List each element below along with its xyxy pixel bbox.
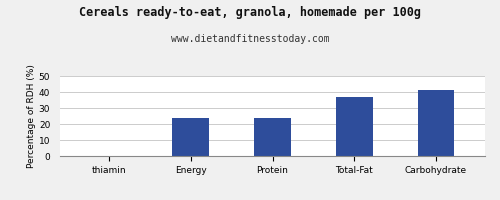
Bar	[254, 118, 291, 156]
Y-axis label: Percentage of RDH (%): Percentage of RDH (%)	[27, 64, 36, 168]
Bar	[172, 118, 209, 156]
Bar	[418, 90, 455, 156]
Bar	[336, 97, 372, 156]
Text: Cereals ready-to-eat, granola, homemade per 100g: Cereals ready-to-eat, granola, homemade …	[79, 6, 421, 19]
Text: www.dietandfitnesstoday.com: www.dietandfitnesstoday.com	[170, 34, 330, 44]
